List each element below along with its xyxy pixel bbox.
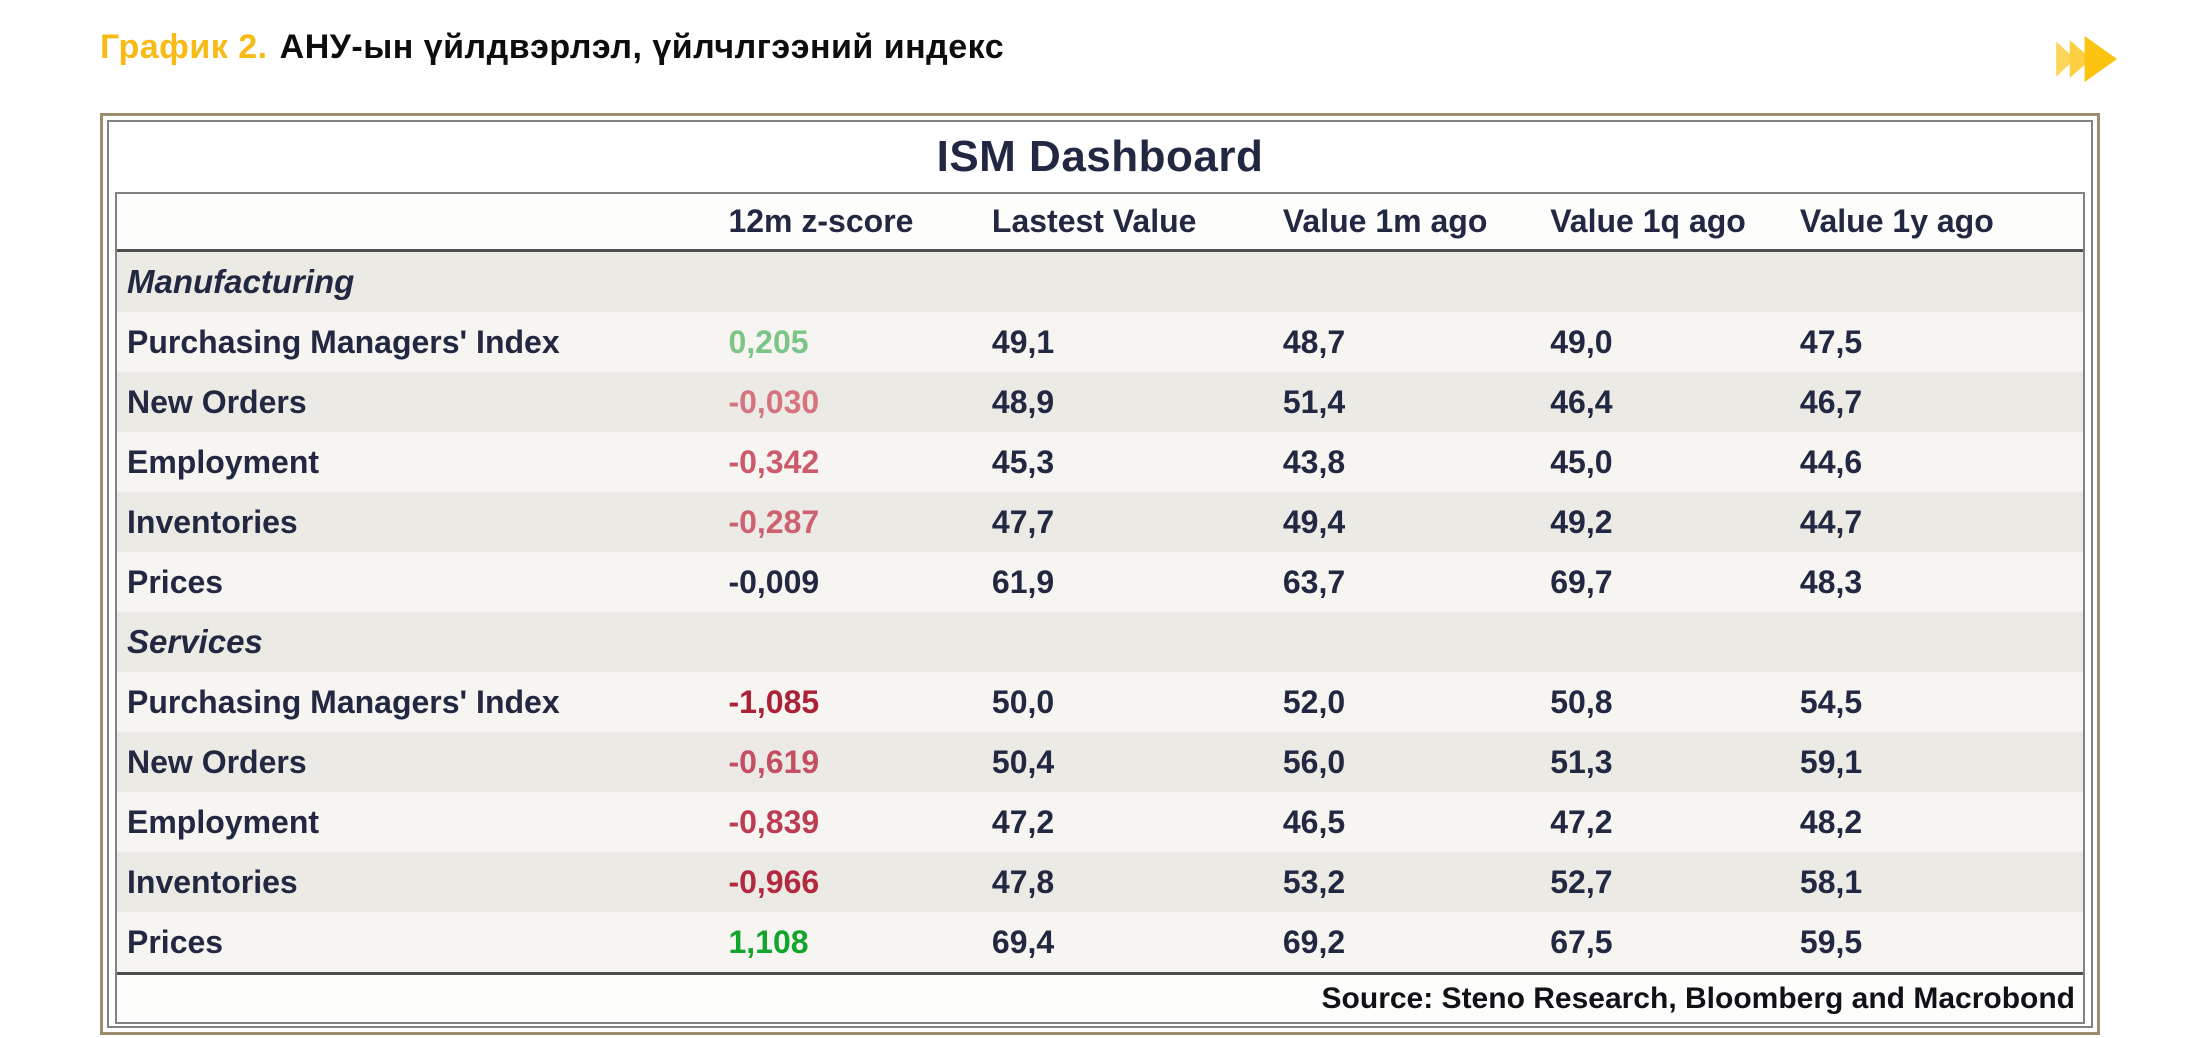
row-label: Purchasing Managers' Index [127,683,560,720]
value-cell: 63,7 [1282,563,1346,600]
dashboard-frame: ISM Dashboard 12m z-score Lastest Value Va… [107,120,2093,1028]
table-body: Manufacturing Purchasing Managers' Index 0… [117,252,2083,972]
value-cell: 46,7 [1799,383,1863,420]
row-label: Inventories [127,863,298,900]
value-cell: 47,2 [1550,803,1613,840]
value-cell: 48,9 [991,383,1055,420]
value-cell: 49,1 [991,323,1055,360]
column-header: 12m z-score [728,203,914,239]
value-cell: 59,1 [1799,743,1863,780]
value-cell: 44,7 [1799,503,1863,540]
figure-title: АНУ-ын үйлдвэрлэл, үйлчлгээний индекс [279,28,1005,66]
column-header: Value 1y ago [1799,203,1994,239]
figure-number-label: График 2. [100,28,268,66]
value-cell: 48,2 [1799,803,1863,840]
value-cell: 53,2 [1282,863,1346,900]
value-cell: 46,5 [1282,803,1346,840]
dashboard-title: ISM Dashboard [936,132,1264,181]
data-row: New Orders -0,030 48,9 51,4 46,4 46,7 [117,372,2083,432]
value-cell: 67,5 [1550,923,1613,960]
row-label: Prices [127,563,224,600]
column-header: Lastest Value [991,203,1197,239]
ism-dashboard-widget: ISM Dashboard 12m z-score Lastest Value Va… [100,113,2100,1035]
data-row: New Orders -0,619 50,4 56,0 51,3 59,1 [117,732,2083,792]
row-label: Inventories [127,503,298,540]
value-cell: 61,9 [991,563,1055,600]
value-cell: 43,8 [1282,443,1346,480]
value-cell: 50,8 [1550,683,1613,720]
value-cell: 47,2 [991,803,1055,840]
z-score-cell: -0,966 [728,863,820,900]
fast-forward-icon [2056,36,2118,82]
value-cell: 49,2 [1550,503,1613,540]
source-attribution: Source: Steno Research, Bloomberg and Ma… [117,972,2083,1022]
data-row: Inventories -0,966 47,8 53,2 52,7 58,1 [117,852,2083,912]
z-score-cell: -0,839 [728,803,820,840]
value-cell: 48,7 [1282,323,1346,360]
z-score-cell: -0,619 [728,743,820,780]
data-row: Prices -0,009 61,9 63,7 69,7 48,3 [117,552,2083,612]
row-label: Employment [127,443,320,480]
data-row: Prices 1,108 69,4 69,2 67,5 59,5 [117,912,2083,972]
section-header-row: Services [117,612,2083,672]
value-cell: 69,2 [1282,923,1346,960]
value-cell: 51,4 [1282,383,1346,420]
value-cell: 47,8 [991,863,1055,900]
z-score-cell: 1,108 [728,923,809,960]
figure-heading: График 2. АНУ-ын үйлдвэрлэл, үйлчлгээний … [100,28,1004,67]
column-header: Value 1m ago [1282,203,1488,239]
data-row: Purchasing Managers' Index 0,205 49,1 48,7 4… [117,312,2083,372]
data-row: Purchasing Managers' Index -1,085 50,0 52,0… [117,672,2083,732]
value-cell: 51,3 [1550,743,1613,780]
value-cell: 49,0 [1550,323,1613,360]
section-name: Services [127,623,263,660]
z-score-cell: 0,205 [728,323,809,360]
z-score-cell: -1,085 [728,683,820,720]
row-label: New Orders [127,743,307,780]
value-cell: 45,3 [991,443,1055,480]
row-label: New Orders [127,383,307,420]
row-label: Employment [127,803,320,840]
value-cell: 59,5 [1799,923,1863,960]
section-header-row: Manufacturing [117,252,2083,312]
value-cell: 45,0 [1550,443,1613,480]
value-cell: 46,4 [1550,383,1613,420]
value-cell: 69,4 [991,923,1055,960]
section-name: Manufacturing [127,263,355,300]
row-label: Prices [127,923,224,960]
row-label: Purchasing Managers' Index [127,323,560,360]
z-score-cell: -0,030 [728,383,820,420]
ism-table: 12m z-score Lastest Value Value 1m ago Valu… [115,192,2085,1024]
z-score-cell: -0,287 [728,503,820,540]
data-row: Employment -0,342 45,3 43,8 45,0 44,6 [117,432,2083,492]
value-cell: 58,1 [1799,863,1863,900]
value-cell: 47,5 [1799,323,1863,360]
value-cell: 49,4 [1282,503,1346,540]
value-cell: 48,3 [1799,563,1863,600]
value-cell: 52,0 [1282,683,1346,720]
z-score-cell: -0,009 [728,563,820,600]
data-row: Inventories -0,287 47,7 49,4 49,2 44,7 [117,492,2083,552]
value-cell: 54,5 [1799,683,1863,720]
value-cell: 50,4 [991,743,1055,780]
column-header: Value 1q ago [1550,203,1746,239]
value-cell: 52,7 [1550,863,1613,900]
value-cell: 44,6 [1799,443,1863,480]
value-cell: 50,0 [991,683,1055,720]
value-cell: 56,0 [1282,743,1346,780]
data-row: Employment -0,839 47,2 46,5 47,2 48,2 [117,792,2083,852]
z-score-cell: -0,342 [728,443,820,480]
value-cell: 69,7 [1550,563,1613,600]
table-header-row: 12m z-score Lastest Value Value 1m ago Valu… [117,194,2083,252]
value-cell: 47,7 [991,503,1055,540]
